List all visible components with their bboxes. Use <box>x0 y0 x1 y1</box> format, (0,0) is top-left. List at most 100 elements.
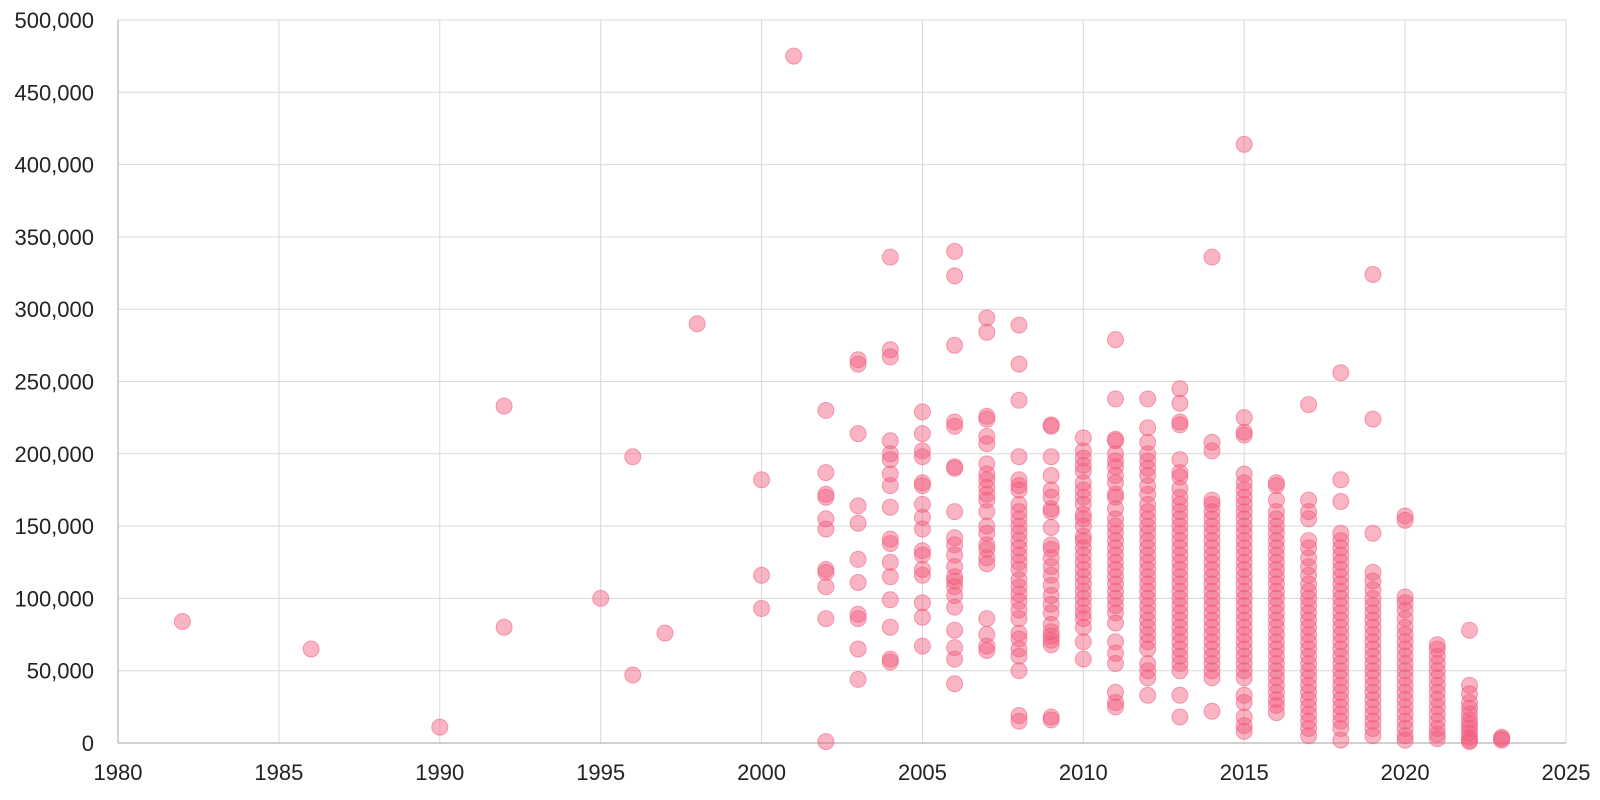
scatter-point <box>978 309 996 327</box>
scatter-point <box>1203 669 1221 687</box>
y-tick-label: 0 <box>82 731 94 756</box>
scatter-point <box>849 425 867 443</box>
scatter-point <box>1332 705 1350 723</box>
scatter-point <box>592 589 610 607</box>
scatter-point <box>946 536 964 554</box>
scatter-point <box>849 640 867 658</box>
scatter-point <box>1010 647 1028 665</box>
scatter-point <box>1171 416 1189 434</box>
scatter-point <box>1300 611 1318 629</box>
scatter-point <box>913 477 931 495</box>
scatter-point <box>1396 676 1414 694</box>
scatter-point <box>881 348 899 366</box>
scatter-point <box>978 485 996 503</box>
scatter-point <box>1235 409 1253 427</box>
scatter-point <box>1042 540 1060 558</box>
scatter-point <box>1396 683 1414 701</box>
scatter-point <box>1300 549 1318 567</box>
scatter-point <box>1300 683 1318 701</box>
scatter-point <box>1267 546 1285 564</box>
scatter-point <box>1171 524 1189 542</box>
scatter-point <box>1203 517 1221 535</box>
scatter-point <box>1203 647 1221 665</box>
scatter-point <box>1074 553 1092 571</box>
scatter-point <box>1396 698 1414 716</box>
scatter-point <box>1074 474 1092 492</box>
scatter-point <box>946 417 964 435</box>
scatter-point <box>1364 683 1382 701</box>
scatter-point <box>1332 611 1350 629</box>
scatter-point <box>1042 587 1060 604</box>
scatter-point <box>1010 712 1028 730</box>
scatter-point <box>1461 724 1478 742</box>
scatter-point <box>1461 685 1478 703</box>
scatter-point <box>1139 597 1157 615</box>
scatter-point <box>1364 640 1382 658</box>
scatter-point <box>1461 720 1478 737</box>
scatter-point <box>173 613 191 630</box>
scatter-point <box>1074 575 1092 593</box>
scatter-point <box>978 540 996 558</box>
scatter-point <box>1107 546 1124 564</box>
scatter-point <box>1203 575 1221 593</box>
scatter-point <box>1235 568 1253 586</box>
scatter-point <box>1235 532 1253 550</box>
scatter-point <box>1010 503 1028 521</box>
scatter-point <box>1203 539 1221 557</box>
scatter-point <box>1107 694 1124 711</box>
scatter-point <box>1139 669 1157 687</box>
scatter-point <box>1010 517 1028 535</box>
scatter-point <box>1332 633 1350 651</box>
scatter-point <box>1235 655 1253 672</box>
scatter-point <box>946 572 964 590</box>
scatter-point <box>1107 500 1124 518</box>
scatter-point <box>1428 647 1446 665</box>
scatter-point <box>849 574 867 591</box>
scatter-point <box>1107 553 1124 571</box>
scatter-point <box>1332 597 1350 615</box>
scatter-point <box>1010 524 1028 542</box>
scatter-point <box>1267 640 1285 658</box>
scatter-point <box>1042 467 1060 484</box>
scatter-point <box>1300 662 1318 680</box>
scatter-point <box>1267 597 1285 615</box>
scatter-point <box>1267 696 1285 714</box>
scatter-point <box>1332 604 1350 622</box>
scatter-point <box>881 591 899 609</box>
scatter-point <box>1332 669 1350 687</box>
scatter-point <box>624 448 642 466</box>
scatter-point <box>913 508 931 526</box>
scatter-point <box>1428 730 1446 748</box>
scatter-point <box>1235 553 1253 571</box>
scatter-point <box>1139 575 1157 593</box>
scatter-point <box>1300 589 1318 607</box>
scatter-point <box>1139 452 1157 470</box>
scatter-point <box>1267 524 1285 542</box>
scatter-point <box>1461 676 1478 694</box>
scatter-point <box>1332 698 1350 716</box>
x-tick-label: 2005 <box>898 760 947 785</box>
scatter-point <box>1171 553 1189 571</box>
scatter-point <box>1235 589 1253 607</box>
scatter-point <box>881 341 899 359</box>
scatter-point <box>1300 633 1318 651</box>
scatter-point <box>1203 618 1221 636</box>
scatter-point <box>1267 539 1285 557</box>
scatter-point <box>1074 495 1092 513</box>
scatter-point <box>1235 626 1253 643</box>
scatter-point <box>1139 686 1157 704</box>
scatter-point <box>1235 633 1253 651</box>
scatter-point <box>1267 589 1285 607</box>
scatter-point <box>1235 722 1253 740</box>
scatter-point <box>1203 495 1221 513</box>
scatter-point <box>881 432 899 450</box>
x-tick-label: 1985 <box>254 760 303 785</box>
scatter-point <box>1364 662 1382 680</box>
scatter-point <box>1364 524 1382 542</box>
scatter-point <box>978 471 996 489</box>
scatter-point <box>1332 589 1350 607</box>
scatter-point <box>881 568 899 586</box>
scatter-point <box>1235 575 1253 593</box>
scatter-point <box>1428 640 1446 658</box>
